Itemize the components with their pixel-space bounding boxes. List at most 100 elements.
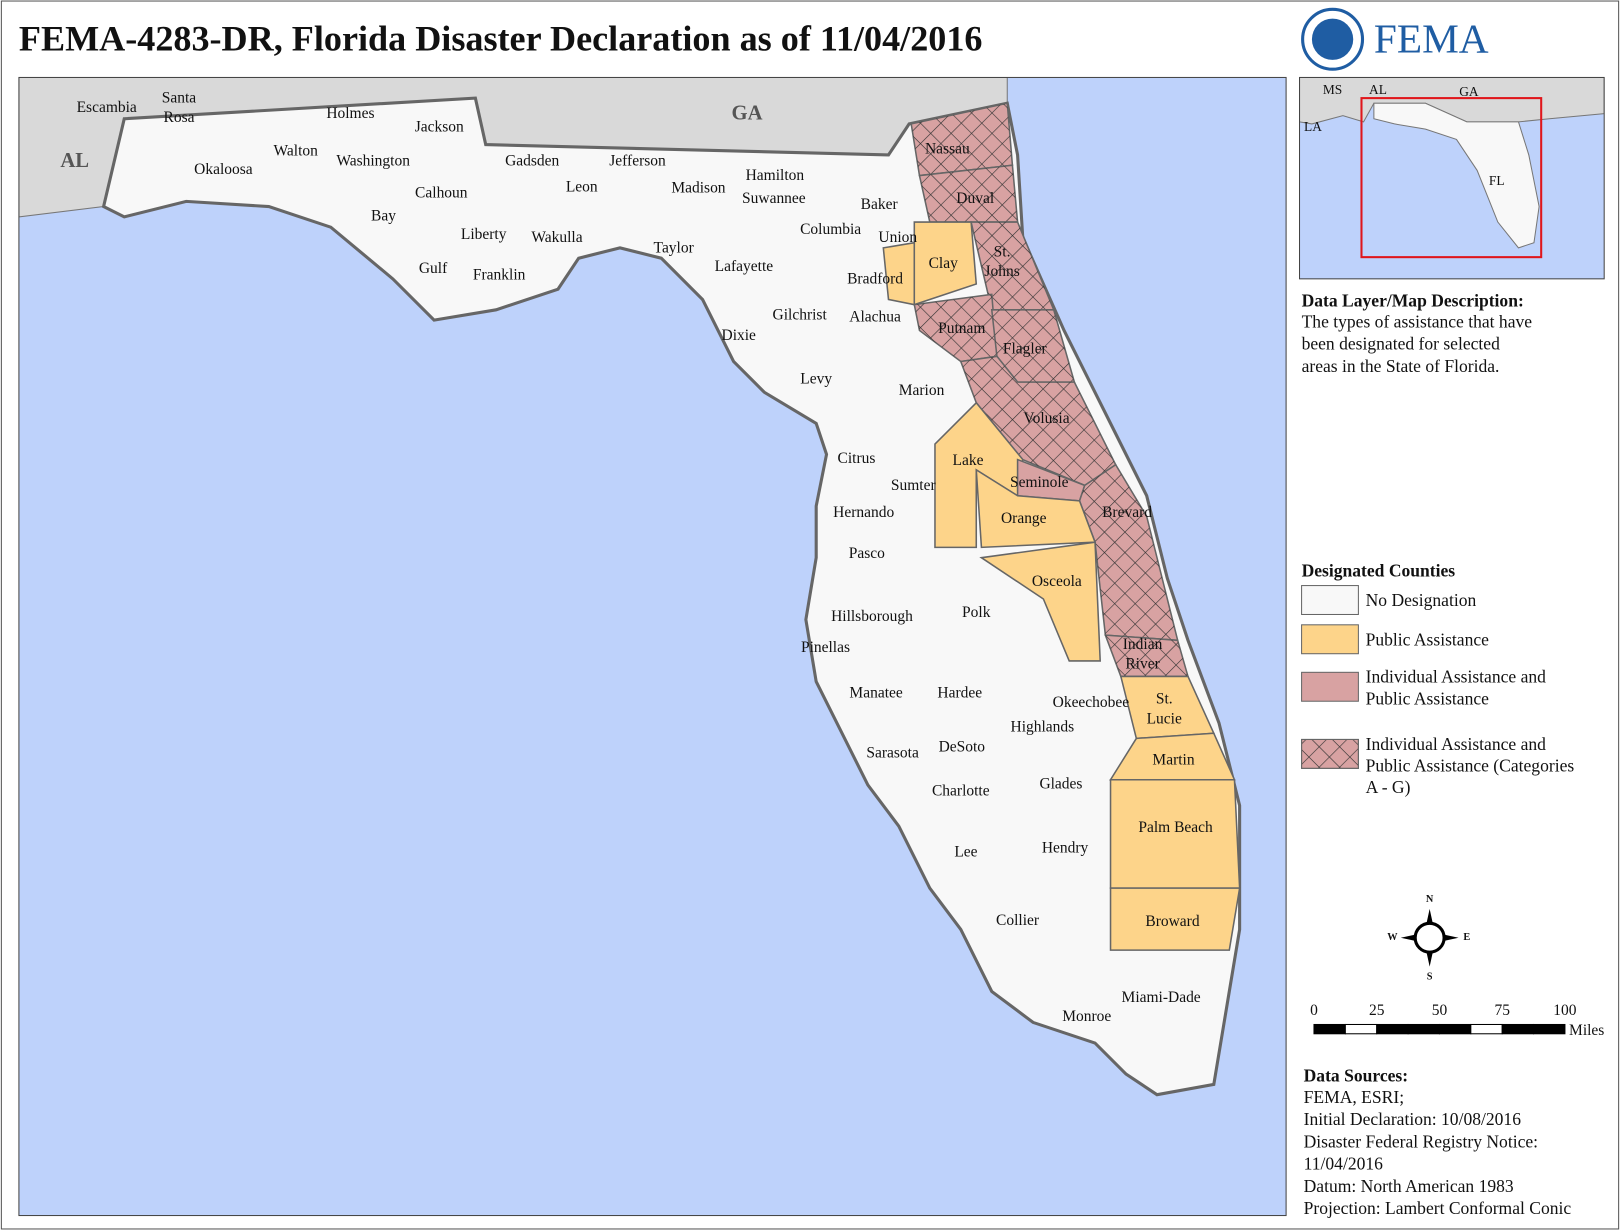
county-hatch: [960, 356, 1116, 486]
county-label-line: Santa: [162, 89, 197, 106]
map-frame: [18, 76, 1287, 1217]
legend-hatch: [1301, 738, 1359, 769]
inset-label: LA: [1304, 119, 1322, 134]
legend-swatch: [1301, 624, 1359, 655]
state-label: GA: [732, 102, 763, 124]
county-label: Okaloosa: [194, 161, 253, 178]
scale-tick-label: 25: [1369, 1002, 1385, 1019]
scale-segment: [1470, 1023, 1503, 1035]
legend-label: Individual Assistance and: [1366, 667, 1547, 687]
scale-tick-label: 50: [1432, 1002, 1448, 1019]
county-label: Charlotte: [932, 783, 990, 800]
county-label: Martin: [1152, 752, 1194, 769]
inset-label: MS: [1323, 82, 1342, 97]
county-label: Santa Rosa: [162, 89, 197, 126]
county-label-line: St.: [1156, 690, 1173, 707]
scale-tick-label: 75: [1494, 1002, 1510, 1019]
legend-label: Public Assistance: [1366, 629, 1490, 649]
county-label: Hernando: [833, 504, 894, 521]
county-label: Volusia: [1023, 410, 1069, 427]
county-label: St. Lucie: [1147, 690, 1182, 727]
main-map: Escambia Santa Rosa Okaloosa Walton Holmes Was…: [18, 77, 1287, 1216]
county-label: Sumter: [891, 477, 937, 494]
county-hatch: [1079, 464, 1178, 641]
county-label: Escambia: [77, 99, 137, 116]
county-label: Orange: [1001, 510, 1047, 527]
legend-label: A - G): [1366, 777, 1411, 797]
fema-logo: FEMA: [1301, 7, 1489, 71]
inset-label: GA: [1459, 84, 1479, 99]
county-label: Hendry: [1042, 839, 1089, 856]
county-label-line: Indian: [1123, 636, 1163, 653]
inset-map: [1299, 77, 1605, 279]
county-label-line: Johns: [984, 263, 1019, 280]
scale-tick-label: 0: [1310, 1002, 1318, 1019]
inset-florida: [1373, 102, 1540, 249]
county-label: Calhoun: [415, 185, 468, 202]
sources-line: Initial Declaration: 10/08/2016: [1304, 1109, 1522, 1129]
sources-line: Projection: Lambert Conformal Conic: [1304, 1198, 1572, 1218]
county-label: Baker: [861, 196, 899, 213]
county-label: Lake: [953, 452, 984, 469]
county-label: Madison: [671, 180, 725, 197]
county-label: Bay: [371, 207, 396, 224]
scale-unit: Miles: [1569, 1022, 1604, 1039]
county-label: Nassau: [925, 140, 970, 157]
county-label: Suwannee: [742, 190, 806, 207]
county-label: Manatee: [849, 685, 902, 702]
county-label: Clay: [929, 255, 959, 272]
county-label: Duval: [956, 190, 994, 207]
scale-segment: [1438, 1023, 1472, 1035]
description-line: been designated for selected: [1302, 334, 1501, 354]
scale-tick-label: 100: [1553, 1002, 1576, 1019]
county-label: Alachua: [849, 309, 901, 326]
county-label: Pasco: [849, 545, 885, 562]
county-label: Marion: [899, 382, 945, 399]
sources-line: 11/04/2016: [1304, 1154, 1384, 1174]
county-label: Levy: [800, 371, 832, 388]
sources-line: FEMA, ESRI;: [1304, 1087, 1404, 1107]
county-label: Leon: [566, 179, 598, 196]
county-label: Gilchrist: [773, 307, 828, 324]
county-label: Taylor: [654, 239, 695, 256]
inset-frame: [1299, 76, 1605, 280]
county-label: Lafayette: [715, 258, 774, 275]
legend-label: Public Assistance: [1366, 688, 1490, 708]
scale-segment: [1313, 1023, 1346, 1035]
county-label: Okeechobee: [1053, 694, 1130, 711]
county-label: Jefferson: [609, 153, 666, 170]
county-label: Putnam: [938, 320, 985, 337]
county-label: Union: [878, 229, 917, 246]
sources-line: Disaster Federal Registry Notice:: [1304, 1131, 1538, 1151]
county-label: Gadsden: [505, 153, 559, 170]
county-label: Collier: [996, 912, 1040, 929]
county-area: [913, 221, 978, 306]
county-label: Miami-Dade: [1122, 989, 1201, 1006]
county-hatch: [919, 165, 1018, 223]
county-label: Sarasota: [866, 744, 919, 761]
dhs-seal-center: [1311, 18, 1354, 60]
inset-label: AL: [1369, 82, 1387, 97]
county-label-line: River: [1125, 655, 1160, 672]
compass-letter: N: [1426, 894, 1434, 905]
county-label: Franklin: [473, 266, 526, 283]
county-label: Polk: [962, 604, 991, 621]
scale-segment: [1376, 1023, 1409, 1035]
county-label: Highlands: [1011, 719, 1075, 736]
county-label: Walton: [274, 142, 319, 159]
county-area: [975, 468, 1097, 549]
county-hatch: [971, 222, 1054, 310]
county-hatch: [1105, 635, 1188, 677]
page-title: FEMA-4283-DR, Florida Disaster Declarati…: [19, 19, 983, 59]
county-label: Wakulla: [531, 229, 582, 246]
county-label: Citrus: [838, 450, 876, 467]
description-line: The types of assistance that have: [1302, 311, 1533, 331]
compass-letter: W: [1387, 932, 1398, 943]
county-hatch: [911, 103, 1013, 176]
legend-label: Public Assistance (Categories: [1366, 755, 1575, 775]
legend-title: Designated Counties: [1302, 560, 1456, 580]
scale-segment: [1407, 1023, 1440, 1035]
state-label: AL: [60, 150, 89, 172]
scale-segment: [1344, 1023, 1378, 1035]
